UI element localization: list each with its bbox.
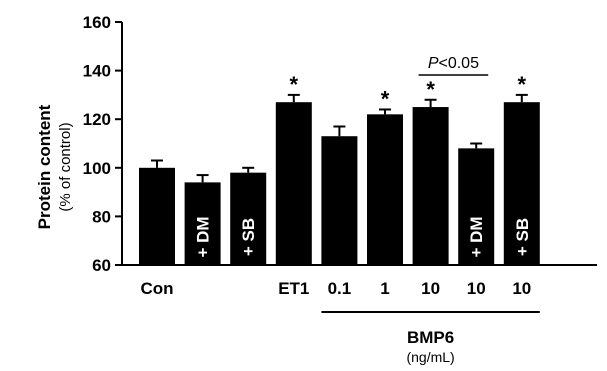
star-3: * xyxy=(290,72,299,97)
bar-8 xyxy=(503,102,540,265)
bar-5 xyxy=(367,114,403,265)
bar-6 xyxy=(412,107,449,265)
category-label-8: 10 xyxy=(512,279,531,298)
bar-7 xyxy=(458,148,495,265)
y-tick-label-1: 80 xyxy=(92,207,111,226)
in-bar-label-8: + SB xyxy=(513,218,532,256)
group-label: BMP6 xyxy=(407,328,454,347)
y-tick-label-4: 140 xyxy=(83,62,111,81)
bar-2 xyxy=(230,172,267,265)
category-label-4: 0.1 xyxy=(328,279,352,298)
significance-label: P<0.05 xyxy=(428,55,479,72)
y-axis-title: Protein content (% of control) xyxy=(35,104,74,229)
star-8: * xyxy=(518,72,527,97)
y-axis: 60 80 100 120 140 160 xyxy=(83,13,123,275)
annotations: P<0.05 BMP6 (ng/mL) xyxy=(321,55,540,365)
y-tick-label-2: 100 xyxy=(83,159,111,178)
star-5: * xyxy=(381,86,390,111)
bar-3 xyxy=(275,102,312,265)
star-6: * xyxy=(426,77,435,102)
significance-value: <0.05 xyxy=(438,55,479,72)
x-axis: Con ET1 0.1 1 10 10 10 xyxy=(122,264,597,298)
y-axis-sublabel: (% of control) xyxy=(57,122,74,211)
category-label-7: 10 xyxy=(467,279,486,298)
y-tick-label-0: 60 xyxy=(92,256,111,275)
y-axis-label: Protein content xyxy=(35,104,54,229)
group-unit: (ng/mL) xyxy=(406,349,454,365)
bars: + DM + SB * * * + DM + SB * xyxy=(139,72,540,265)
y-tick-label-5: 160 xyxy=(83,13,111,32)
bar-1 xyxy=(184,182,221,265)
in-bar-label-1: + DM xyxy=(194,216,213,257)
bar-0 xyxy=(139,167,175,265)
category-label-0: Con xyxy=(140,279,173,298)
bar-4 xyxy=(321,136,358,265)
category-label-6: 10 xyxy=(421,279,440,298)
in-bar-label-2: + SB xyxy=(239,218,258,256)
significance-p: P xyxy=(428,55,439,72)
category-label-3: ET1 xyxy=(278,279,309,298)
category-label-5: 1 xyxy=(380,279,389,298)
in-bar-label-7: + DM xyxy=(467,216,486,257)
y-tick-label-3: 120 xyxy=(83,110,111,129)
